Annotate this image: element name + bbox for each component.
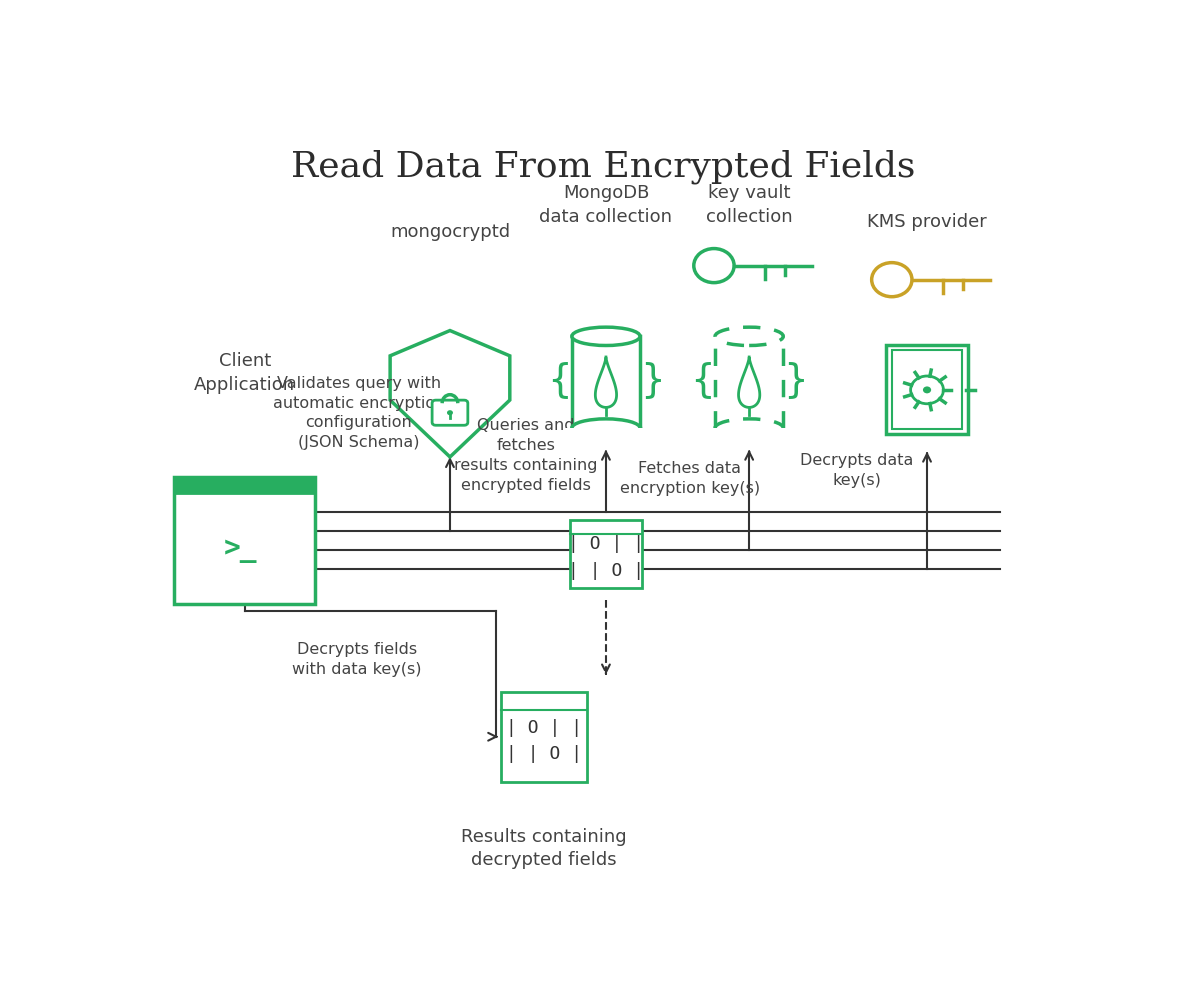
Bar [563,428,650,441]
Text: Client
Application: Client Application [194,352,295,393]
Text: Results containing
decrypted fields: Results containing decrypted fields [461,828,626,869]
Text: KMS provider: KMS provider [867,213,986,231]
Polygon shape [596,357,617,407]
Text: }: } [640,361,665,399]
Text: | O | |
| | O |: | O | | | | O | [567,536,644,580]
Bar [174,476,315,493]
Bar [572,336,640,428]
Ellipse shape [572,327,640,345]
Ellipse shape [572,418,640,437]
Bar [706,428,792,441]
FancyBboxPatch shape [886,345,967,434]
Text: {: { [547,361,572,399]
FancyBboxPatch shape [174,476,315,604]
Text: >_: >_ [224,536,257,564]
FancyBboxPatch shape [432,400,467,425]
Circle shape [911,376,944,403]
Polygon shape [390,330,510,456]
Text: | O | |
| | O |: | O | | | | O | [506,719,581,764]
Text: Validates query with
automatic encryption
configuration
(JSON Schema): Validates query with automatic encryptio… [273,375,445,450]
Text: Queries and
fetches
results containing
encrypted fields: Queries and fetches results containing e… [454,418,598,492]
Text: mongocryptd: mongocryptd [390,223,510,241]
Circle shape [447,410,453,415]
Polygon shape [738,357,760,407]
FancyBboxPatch shape [501,692,586,782]
Ellipse shape [716,418,783,437]
Text: key vault
collection: key vault collection [706,184,792,225]
FancyBboxPatch shape [892,350,963,429]
Text: {: { [691,361,716,399]
Ellipse shape [716,327,783,345]
Bar [716,336,783,428]
FancyBboxPatch shape [570,520,641,589]
Text: Decrypts fields
with data key(s): Decrypts fields with data key(s) [292,643,421,677]
Text: Read Data From Encrypted Fields: Read Data From Encrypted Fields [291,149,916,183]
Text: Decrypts data
key(s): Decrypts data key(s) [800,453,913,488]
Circle shape [923,386,931,393]
Text: Fetches data
encryption key(s): Fetches data encryption key(s) [620,461,760,495]
Text: MongoDB
data collection: MongoDB data collection [539,184,672,225]
Text: }: } [783,361,807,399]
